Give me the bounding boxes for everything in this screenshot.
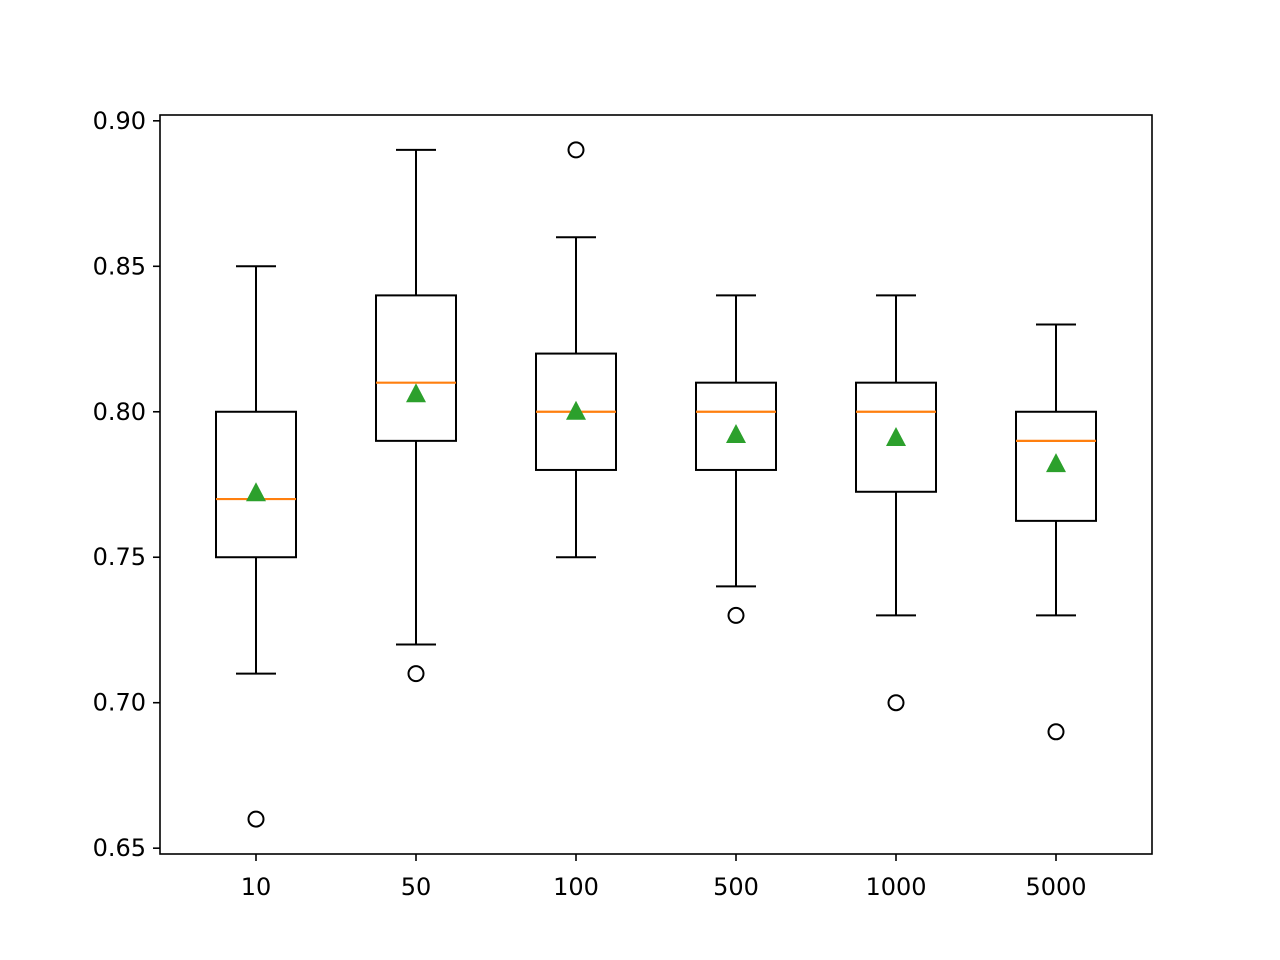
x-tick-label: 100 (553, 873, 599, 901)
box-series (215, 141, 1097, 828)
outlier-point (887, 694, 905, 712)
outlier-point (247, 810, 265, 828)
x-tick-label: 50 (401, 873, 432, 901)
box-500 (695, 294, 777, 624)
iqr-box (215, 410, 297, 559)
box-100 (535, 141, 617, 559)
mean-marker (1046, 453, 1066, 473)
y-tick-label: 0.85 (93, 252, 146, 280)
x-tick-label: 5000 (1025, 873, 1086, 901)
mean-marker (566, 400, 586, 420)
y-tick-label: 0.90 (93, 107, 146, 135)
outlier-point (407, 665, 425, 683)
mean-marker (406, 383, 426, 403)
outlier-point (727, 606, 745, 624)
x-tick-label: 500 (713, 873, 759, 901)
outlier-point (567, 141, 585, 159)
plot-area (160, 115, 1152, 854)
y-tick-label: 0.80 (93, 398, 146, 426)
iqr-box (1015, 410, 1097, 522)
box-1000 (855, 294, 937, 712)
x-tick-label: 1000 (865, 873, 926, 901)
iqr-box (695, 381, 777, 471)
x-axis: 10 50 100 500 1000 5000 (241, 854, 1087, 901)
box-5000 (1015, 323, 1097, 741)
outlier-point (1047, 723, 1065, 741)
iqr-box (855, 381, 937, 493)
y-tick-label: 0.75 (93, 543, 146, 571)
y-tick-label: 0.65 (93, 834, 146, 862)
mean-marker (886, 426, 906, 446)
y-tick-label: 0.70 (93, 689, 146, 717)
mean-marker (726, 424, 746, 444)
mean-marker (246, 482, 266, 502)
box-50 (375, 148, 457, 683)
y-axis: 0.65 0.70 0.75 0.80 0.85 0.90 (93, 107, 160, 862)
x-tick-label: 10 (241, 873, 272, 901)
iqr-box (375, 294, 457, 442)
box-10 (215, 265, 297, 828)
plot-frame (159, 114, 1153, 855)
